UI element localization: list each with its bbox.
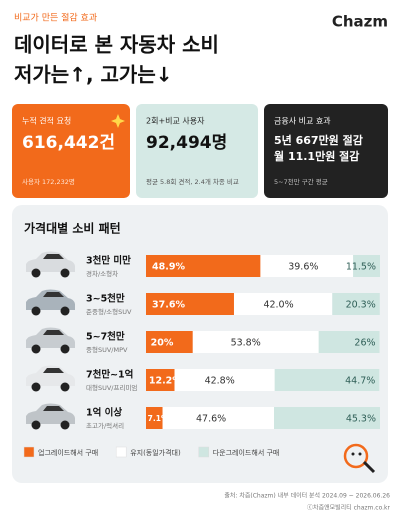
value-label: 48.9% bbox=[152, 262, 185, 273]
category-sublabel: 경차/소형차 bbox=[86, 269, 118, 278]
value-label: 20.3% bbox=[346, 300, 376, 311]
bar-segment bbox=[332, 293, 380, 315]
title-line: 저가는↑, 고가는↓ bbox=[14, 63, 172, 87]
car-wheel bbox=[31, 306, 41, 316]
car-icon bbox=[26, 327, 75, 354]
value-label: 39.6% bbox=[288, 262, 318, 273]
value-label: 11.5% bbox=[346, 262, 376, 273]
chart-title: 가격대별 소비 패턴 bbox=[24, 221, 121, 236]
card-value: 월 11.1만원 절감 bbox=[274, 149, 359, 163]
category-label: 7천만~1억 bbox=[86, 369, 133, 381]
category-label: 5~7천만 bbox=[86, 331, 125, 343]
bar-segment bbox=[146, 407, 163, 429]
car-window bbox=[43, 406, 64, 411]
car-window bbox=[43, 330, 64, 335]
bar-segment bbox=[273, 407, 380, 429]
car-wheel bbox=[31, 268, 41, 278]
card bbox=[136, 104, 258, 198]
value-label: 26% bbox=[354, 338, 375, 349]
car-wheel bbox=[31, 420, 41, 430]
car-icon bbox=[26, 251, 75, 278]
copyright: ⓒ차즘앤모빌리티 chazm.co.kr bbox=[307, 504, 390, 512]
bar-segment bbox=[146, 255, 261, 277]
value-label: 20% bbox=[151, 338, 174, 349]
car-window bbox=[43, 292, 64, 297]
bar-segment bbox=[274, 369, 380, 391]
car-wheel bbox=[60, 306, 70, 316]
car-wheel bbox=[31, 382, 41, 392]
legend-label: 업그레이드해서 구매 bbox=[38, 448, 98, 457]
value-label: 53.8% bbox=[231, 338, 261, 349]
value-label: 7.1% bbox=[148, 414, 169, 423]
logo: Chazm bbox=[332, 13, 388, 31]
bar-segment bbox=[233, 293, 333, 315]
value-label: 12.2% bbox=[149, 376, 182, 387]
bar-segment bbox=[353, 255, 380, 277]
card-value: 92,494명 bbox=[146, 133, 227, 153]
tagline: 비교가 만든 절감 효과 bbox=[14, 12, 97, 24]
category-sublabel: 대형SUV/프리미엄 bbox=[86, 383, 137, 392]
value-label: 45.3% bbox=[346, 414, 376, 425]
legend-swatch bbox=[115, 446, 127, 458]
card-label: 2회+비교 사용자 bbox=[146, 117, 205, 126]
card-value: 616,442건 bbox=[22, 133, 115, 153]
car-wheel bbox=[60, 268, 70, 278]
mascot-icon bbox=[343, 443, 376, 474]
card-label: 누적 견적 요청 bbox=[22, 116, 71, 126]
legend-swatch bbox=[23, 446, 35, 458]
card-note: 평균 5.8회 견적, 2.4개 차종 비교 bbox=[146, 177, 239, 186]
card bbox=[12, 104, 130, 198]
bar-segment bbox=[146, 369, 175, 391]
car-body bbox=[26, 327, 75, 348]
bar-segment bbox=[318, 331, 380, 353]
legend-label: 유지(동일가격대) bbox=[130, 448, 181, 457]
car-body bbox=[26, 365, 75, 386]
card-note: 사용자 172,232명 bbox=[22, 177, 75, 186]
category-sublabel: 초고가/럭셔리 bbox=[86, 421, 124, 430]
car-window bbox=[43, 254, 64, 259]
category-label: 3~5천만 bbox=[86, 293, 125, 305]
card-label: 금융사 비교 효과 bbox=[274, 117, 331, 126]
category-sublabel: 준중형/소형SUV bbox=[86, 308, 132, 316]
legend-label: 다운그레이드해서 구매 bbox=[213, 448, 280, 457]
category-label: 3천만 미만 bbox=[86, 255, 131, 267]
bar-segment bbox=[174, 369, 275, 391]
car-icon bbox=[26, 403, 75, 430]
value-label: 42.0% bbox=[263, 300, 293, 311]
car-body bbox=[26, 251, 75, 272]
sparkle-icon bbox=[111, 114, 125, 128]
car-wheel bbox=[60, 420, 70, 430]
source: 출처: 차즘(Chazm) 내부 데이터 분석 2024.09 ~ 2026.0… bbox=[224, 492, 390, 500]
category-sublabel: 중형SUV/MPV bbox=[86, 346, 128, 354]
value-label: 42.8% bbox=[205, 376, 235, 387]
bar-segment bbox=[146, 293, 234, 315]
card-note: 5~7천만 구간 평균 bbox=[274, 177, 328, 186]
car-wheel bbox=[60, 382, 70, 392]
value-label: 44.7% bbox=[345, 376, 375, 387]
title-line: 데이터로 본 자동차 소비 bbox=[14, 33, 219, 57]
car-window bbox=[43, 368, 64, 373]
bar-segment bbox=[192, 331, 319, 353]
car-icon bbox=[26, 289, 75, 316]
value-label: 47.6% bbox=[196, 414, 226, 425]
car-body bbox=[26, 289, 75, 310]
legend-swatch bbox=[198, 446, 209, 458]
bar-segment bbox=[146, 331, 193, 353]
bar-segment bbox=[162, 407, 274, 429]
category-label: 1억 이상 bbox=[86, 407, 122, 419]
car-wheel bbox=[31, 344, 41, 354]
card-value: 5년 667만원 절감 bbox=[274, 133, 363, 147]
value-label: 37.6% bbox=[152, 300, 185, 311]
car-body bbox=[26, 403, 75, 424]
bar-segment bbox=[260, 255, 354, 277]
car-icon bbox=[26, 365, 75, 392]
car-wheel bbox=[60, 344, 70, 354]
card bbox=[264, 104, 388, 198]
